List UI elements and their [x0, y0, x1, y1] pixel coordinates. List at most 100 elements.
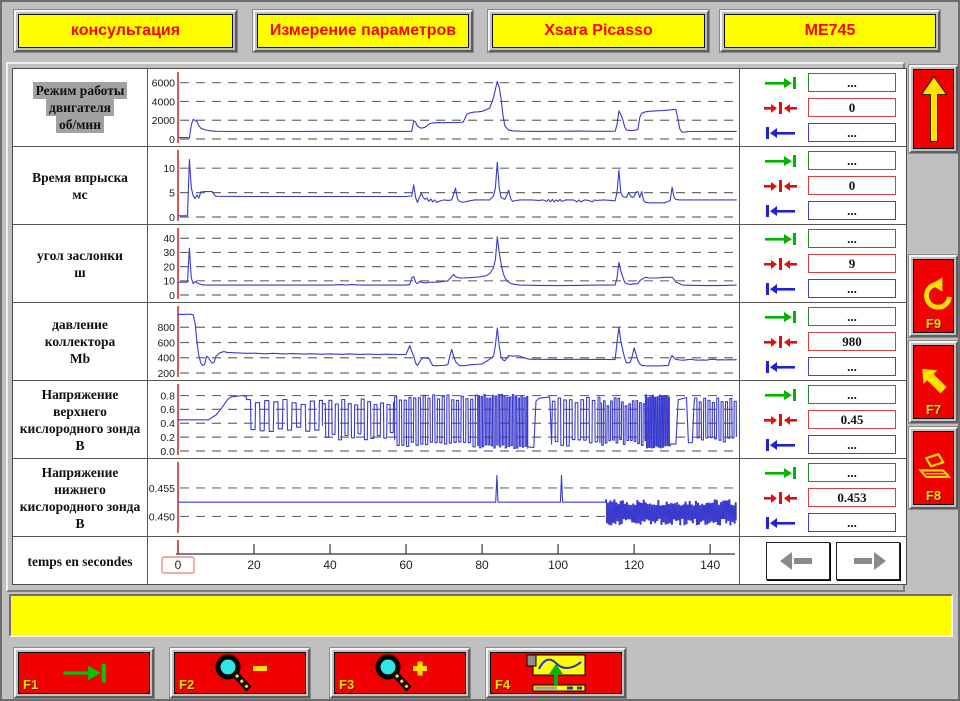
parameter-label-line: коллектора: [45, 333, 116, 350]
parameter-label-line: Mb: [70, 350, 90, 367]
svg-text:20: 20: [163, 261, 175, 273]
header-button-ecu[interactable]: ME745: [720, 10, 940, 52]
parameter-table: Режим работыдвигателяоб/мин6000400020000…: [12, 68, 907, 585]
scroll-right-button[interactable]: [836, 542, 900, 580]
current-value-box: 0.453: [808, 488, 896, 507]
parameter-label-line: двигателя: [46, 99, 114, 116]
arrow-to-start-icon: [764, 359, 798, 375]
min-value-box: ...: [808, 513, 896, 532]
chart-overview-icon: [521, 652, 591, 694]
parameter-label-line: кислородного зонда: [20, 498, 140, 515]
svg-text:10: 10: [163, 276, 175, 288]
scroll-left-button[interactable]: [766, 542, 830, 580]
max-value-box: ...: [808, 463, 896, 482]
f7-back-button[interactable]: F7: [909, 341, 958, 423]
min-value-box: ...: [808, 201, 896, 220]
time-scroll-controls: [740, 537, 906, 585]
parameter-label-line: кислородного зонда: [20, 420, 140, 437]
max-value-box: ...: [808, 151, 896, 170]
parameter-label-2[interactable]: угол заслонкиш: [13, 225, 148, 303]
arrow-up-left-icon: [914, 361, 953, 403]
magnifier-plus-icon: [368, 653, 432, 693]
svg-text:30: 30: [163, 247, 175, 259]
f3-zoom-in-button[interactable]: F3: [330, 648, 470, 698]
parameter-label-line: об/мин: [56, 116, 104, 133]
strip-chart-2[interactable]: 403020100: [148, 225, 739, 302]
header-button-label: Xsara Picasso: [544, 22, 653, 40]
parameter-label-0[interactable]: Режим работыдвигателяоб/мин: [13, 69, 148, 147]
max-value-box: ...: [808, 229, 896, 248]
arrows-to-center-icon: [764, 412, 798, 428]
svg-text:60: 60: [399, 558, 413, 572]
parameter-label-line: В: [75, 437, 84, 454]
arrows-to-center-icon: [764, 334, 798, 350]
diagnostic-app-window: консультация Измерение параметров Xsara …: [0, 0, 960, 701]
parameter-label-4[interactable]: Напряжениеверхнегокислородного зондаВ: [13, 381, 148, 459]
svg-text:0.4: 0.4: [160, 418, 175, 430]
strip-chart-3[interactable]: 800600400200: [148, 303, 739, 380]
arrow-to-end-icon: [764, 75, 798, 91]
current-value-box: 9: [808, 254, 896, 273]
arrow-up-icon: [916, 70, 952, 148]
header-button-parameter-measurement[interactable]: Измерение параметров: [253, 10, 473, 52]
status-bar: [9, 594, 953, 637]
time-axis[interactable]: 020406080100120140: [148, 537, 739, 585]
header-button-vehicle[interactable]: Xsara Picasso: [488, 10, 709, 52]
header-button-label: ME745: [805, 22, 856, 40]
time-axis-label: temps en secondes: [13, 537, 148, 585]
undo-circular-arrow-icon: [914, 274, 953, 318]
f1-key-label: F1: [23, 677, 38, 692]
f2-zoom-out-button[interactable]: F2: [170, 648, 310, 698]
value-boxes-1: ...0...: [740, 147, 906, 225]
svg-text:2000: 2000: [152, 115, 176, 127]
f8-key-label: F8: [926, 488, 941, 503]
strip-chart-4[interactable]: 0.80.60.40.20.0: [148, 381, 739, 458]
arrow-to-start-icon: [764, 281, 798, 297]
f4-overview-button[interactable]: F4: [486, 648, 626, 698]
parameter-label-5[interactable]: Напряжениенижнегокислородного зондаВ: [13, 459, 148, 537]
header-button-label: Измерение параметров: [270, 22, 456, 40]
svg-text:140: 140: [700, 558, 720, 572]
svg-text:0.0: 0.0: [160, 446, 175, 458]
current-value-box: 0.45: [808, 410, 896, 429]
max-value-box: ...: [808, 385, 896, 404]
f9-reset-button[interactable]: F9: [909, 255, 958, 337]
parameter-label-3[interactable]: давлениеколлектораMb: [13, 303, 148, 381]
scroll-up-button[interactable]: [909, 65, 958, 153]
strip-chart-0[interactable]: 6000400020000: [148, 69, 739, 146]
svg-text:20: 20: [247, 558, 261, 572]
f1-next-button[interactable]: F1: [14, 648, 154, 698]
header-button-label: консультация: [71, 22, 180, 40]
header-button-consultation[interactable]: консультация: [14, 10, 237, 52]
max-value-box: ...: [808, 307, 896, 326]
arrow-to-end-icon: [764, 231, 798, 247]
svg-text:600: 600: [157, 337, 175, 349]
svg-text:0.6: 0.6: [160, 404, 175, 416]
svg-text:200: 200: [157, 368, 175, 380]
parameter-label-line: мс: [72, 186, 87, 203]
parameter-label-line: ш: [74, 264, 85, 281]
svg-text:6000: 6000: [152, 77, 176, 89]
svg-text:10: 10: [163, 163, 175, 175]
f9-key-label: F9: [926, 316, 941, 331]
value-boxes-0: ...0...: [740, 69, 906, 147]
arrow-to-start-icon: [764, 515, 798, 531]
parameter-label-1[interactable]: Время впрыскамс: [13, 147, 148, 225]
printer-icon: [914, 447, 953, 489]
strip-chart-1[interactable]: 1050: [148, 147, 739, 224]
strip-chart-5[interactable]: 0.4550.450: [148, 459, 739, 536]
f4-key-label: F4: [495, 677, 510, 692]
current-value-box: 980: [808, 332, 896, 351]
parameter-label-line: нижнего: [54, 481, 106, 498]
arrow-to-start-icon: [764, 203, 798, 219]
max-value-box: ...: [808, 73, 896, 92]
parameter-label-line: В: [75, 515, 84, 532]
value-boxes-3: ...980...: [740, 303, 906, 381]
parameter-label-line: угол заслонки: [37, 247, 123, 264]
arrows-to-center-icon: [764, 100, 798, 116]
f8-print-button[interactable]: F8: [909, 427, 958, 509]
svg-text:400: 400: [157, 353, 175, 365]
time-axis-label-text: temps en secondes: [28, 553, 133, 570]
arrows-to-center-icon: [764, 178, 798, 194]
arrows-to-center-icon: [764, 256, 798, 272]
